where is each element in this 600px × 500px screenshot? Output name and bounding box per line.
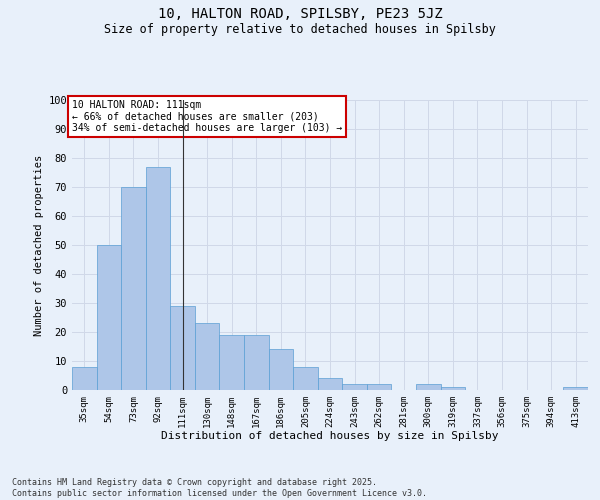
Bar xyxy=(146,166,170,390)
Text: Contains HM Land Registry data © Crown copyright and database right 2025.
Contai: Contains HM Land Registry data © Crown c… xyxy=(12,478,427,498)
Text: 10, HALTON ROAD, SPILSBY, PE23 5JZ: 10, HALTON ROAD, SPILSBY, PE23 5JZ xyxy=(158,8,442,22)
Bar xyxy=(121,187,146,390)
Bar xyxy=(293,367,318,390)
Bar xyxy=(72,367,97,390)
Text: 10 HALTON ROAD: 111sqm
← 66% of detached houses are smaller (203)
34% of semi-de: 10 HALTON ROAD: 111sqm ← 66% of detached… xyxy=(72,100,342,133)
Y-axis label: Number of detached properties: Number of detached properties xyxy=(34,154,44,336)
Bar xyxy=(440,387,465,390)
Text: Size of property relative to detached houses in Spilsby: Size of property relative to detached ho… xyxy=(104,22,496,36)
Bar xyxy=(342,384,367,390)
Bar xyxy=(563,387,588,390)
Bar xyxy=(97,245,121,390)
Bar xyxy=(170,306,195,390)
Bar xyxy=(269,350,293,390)
Bar xyxy=(318,378,342,390)
Bar xyxy=(367,384,391,390)
Bar xyxy=(220,335,244,390)
Bar xyxy=(195,324,220,390)
Bar xyxy=(244,335,269,390)
X-axis label: Distribution of detached houses by size in Spilsby: Distribution of detached houses by size … xyxy=(161,432,499,442)
Bar xyxy=(416,384,440,390)
